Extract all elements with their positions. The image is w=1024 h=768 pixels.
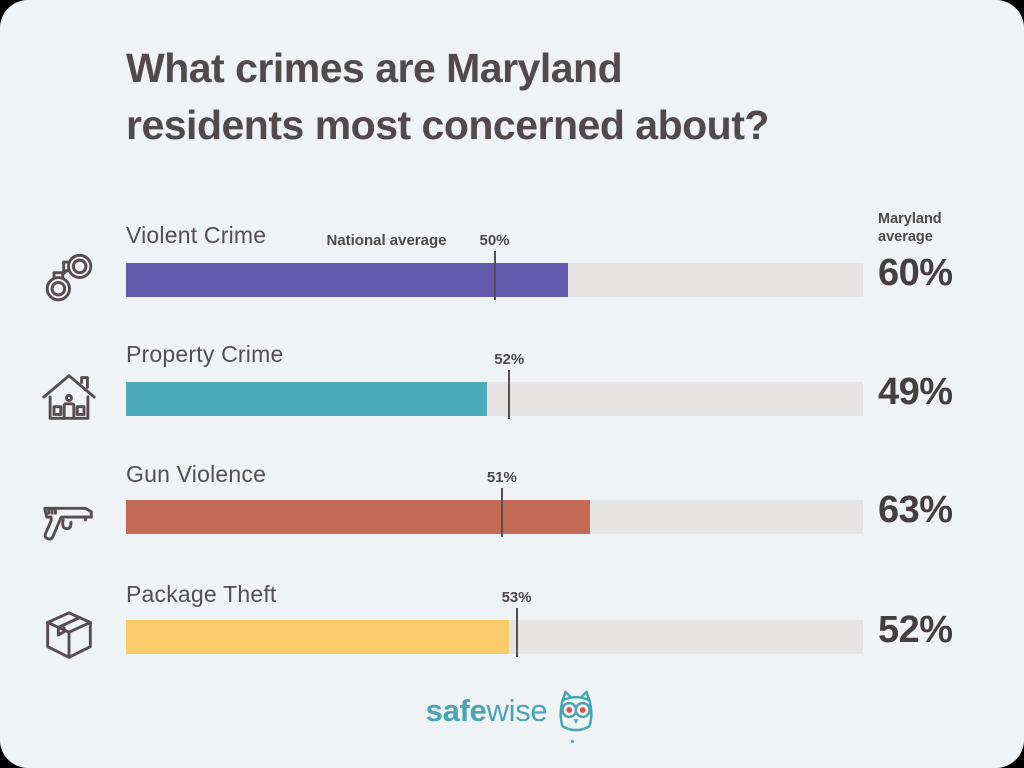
- title-line-2: residents most concerned about?: [126, 102, 769, 148]
- bar-track: National average 50%: [126, 232, 863, 300]
- category-label: Property Crime: [126, 341, 284, 367]
- maryland-average-header: Maryland average: [878, 211, 942, 245]
- national-average-label: National average: [326, 232, 447, 249]
- maryland-average-value: 60%: [878, 252, 953, 294]
- maryland-average-value: 49%: [878, 371, 953, 413]
- bar-fill: [126, 620, 510, 654]
- brand-wordmark: safewise: [426, 693, 548, 729]
- category-label: Package Theft: [126, 581, 277, 607]
- national-average-tick: [515, 608, 518, 657]
- national-average-value: 50%: [479, 232, 510, 249]
- brand-wise: wise: [486, 693, 548, 728]
- national-average-tick: [493, 251, 496, 300]
- bar-fill: [126, 263, 569, 297]
- handcuffs-icon: [38, 248, 100, 310]
- national-average-tick: [508, 370, 511, 419]
- package-icon: [38, 606, 100, 668]
- category-label: Gun Violence: [126, 461, 267, 487]
- bar-track: 52%: [126, 351, 863, 419]
- maryland-average-value: 63%: [878, 489, 953, 531]
- national-average-value: 53%: [501, 589, 532, 606]
- category-label: Violent Crime: [126, 222, 267, 248]
- footer-brand: safewise: [0, 688, 1024, 734]
- page-title: What crimes are Maryland residents most …: [126, 40, 886, 154]
- title-line-1: What crimes are Maryland: [126, 45, 623, 91]
- gun-icon: [38, 488, 100, 550]
- brand-safe: safe: [425, 693, 487, 728]
- bar-fill: [126, 500, 591, 534]
- national-average-tick: [500, 488, 503, 537]
- national-average-value: 51%: [486, 469, 517, 486]
- national-average-value: 52%: [494, 351, 525, 368]
- bar-track: 53%: [126, 589, 863, 657]
- house-icon: [38, 366, 100, 428]
- owl-logo-icon: [559, 690, 593, 732]
- bar-fill: [126, 382, 488, 416]
- footer-dot: [571, 740, 574, 743]
- bar-track: 51%: [126, 469, 863, 537]
- maryland-average-value: 52%: [878, 609, 953, 651]
